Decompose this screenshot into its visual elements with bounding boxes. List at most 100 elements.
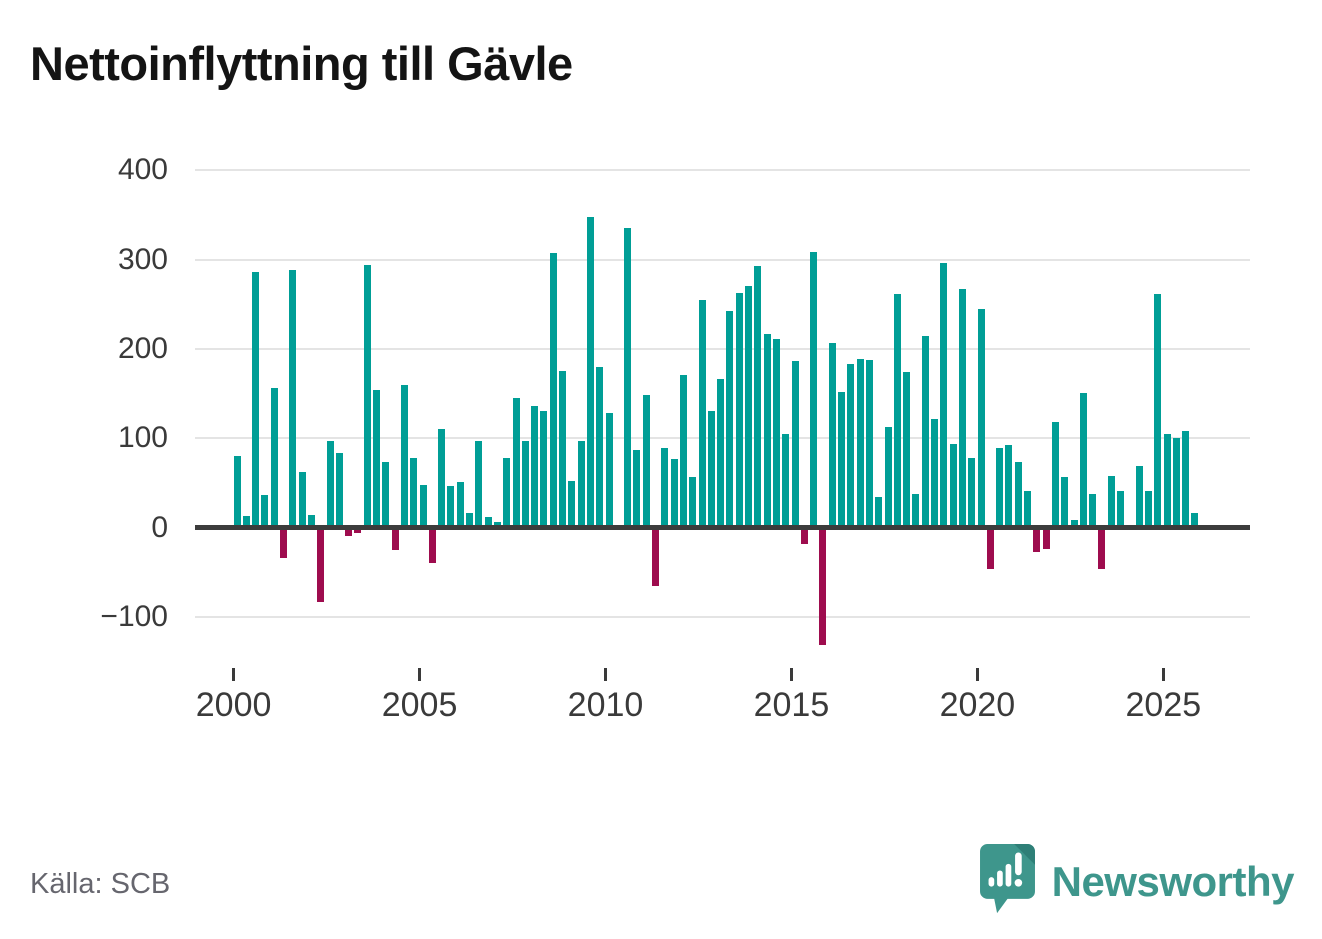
bar [772,339,780,528]
bar [419,484,427,528]
bar [1191,513,1199,528]
x-axis-tick-label: 2000 [195,686,272,724]
bar [503,457,511,528]
bar [893,294,901,528]
gridline [195,615,1250,618]
bar [977,308,985,528]
bar [754,265,762,528]
bar [642,395,650,528]
bar [307,514,315,528]
x-axis-tick [1161,668,1165,681]
bar [828,342,836,528]
bar [958,289,966,528]
x-axis-tick-label: 2005 [381,686,458,724]
bar [531,406,539,528]
bar [968,457,976,528]
bar [847,364,855,528]
bar [391,527,399,550]
bar [1144,490,1152,528]
brand-logo: Newsworthy [979,843,1295,920]
y-axis-tick-label: 100 [117,421,168,455]
bar [1070,520,1078,528]
source-note: Källa: SCB [30,868,171,900]
bar [735,292,743,528]
x-axis-tick-label: 2015 [753,686,830,724]
bar [707,410,715,528]
x-axis-tick-label: 2020 [939,686,1016,724]
bar [875,497,883,528]
bar [373,389,380,528]
bar [698,299,706,528]
bar [484,516,492,528]
bar [345,527,353,536]
bar [382,462,390,528]
bar [763,333,771,528]
bar [921,335,929,528]
bar [326,440,334,528]
bar [782,433,790,528]
y-axis-tick-label: 300 [117,242,168,276]
bar [912,494,920,528]
bar [791,360,799,528]
bar [559,371,566,528]
bar [1014,462,1022,528]
y-axis-tick-label: 0 [151,510,168,544]
bar [540,410,548,528]
bar [242,515,250,528]
bar [317,527,325,602]
x-axis-tick [789,668,793,681]
bar [949,444,957,528]
bar [1154,294,1162,528]
bar [856,358,864,528]
y-axis-tick-label: 400 [117,153,168,187]
bar [577,440,585,528]
bar [456,481,464,528]
gridline [195,258,1250,261]
bar [280,527,287,558]
bar [717,379,725,528]
page-title: Nettoinflyttning till Gävle [30,37,573,90]
bar [512,398,520,528]
bar [521,440,529,528]
bar [884,426,892,528]
bar [986,527,994,569]
bar [652,527,659,587]
x-axis-tick [232,668,236,681]
bar [410,457,418,528]
bar [493,522,501,528]
bar [661,448,669,528]
bar [819,527,827,646]
bar [233,456,241,528]
bar [1163,433,1171,528]
x-axis-tick-label: 2025 [1125,686,1202,724]
bar [475,440,483,528]
bar [549,253,557,528]
brand-name: Newsworthy [1051,857,1295,905]
bar [800,527,808,544]
gridline [195,347,1250,350]
bar [270,388,278,528]
bar [1051,422,1059,528]
bar [1079,392,1087,528]
bar [745,286,752,528]
bar [1135,465,1143,528]
bar [1024,490,1031,528]
bar [363,264,371,528]
bar [670,458,678,528]
bar [298,472,306,528]
bar [605,413,613,528]
bar [447,485,455,528]
bar [586,216,594,528]
bar [903,372,911,528]
bar [633,449,641,528]
x-axis-tick [418,668,422,681]
bar [354,527,362,533]
bar [1107,475,1115,528]
y-axis-tick-label: 200 [117,331,168,365]
bar [596,366,604,528]
bar [438,429,446,528]
bar [726,311,734,528]
x-axis-tick [975,668,979,681]
bar [1061,476,1069,528]
